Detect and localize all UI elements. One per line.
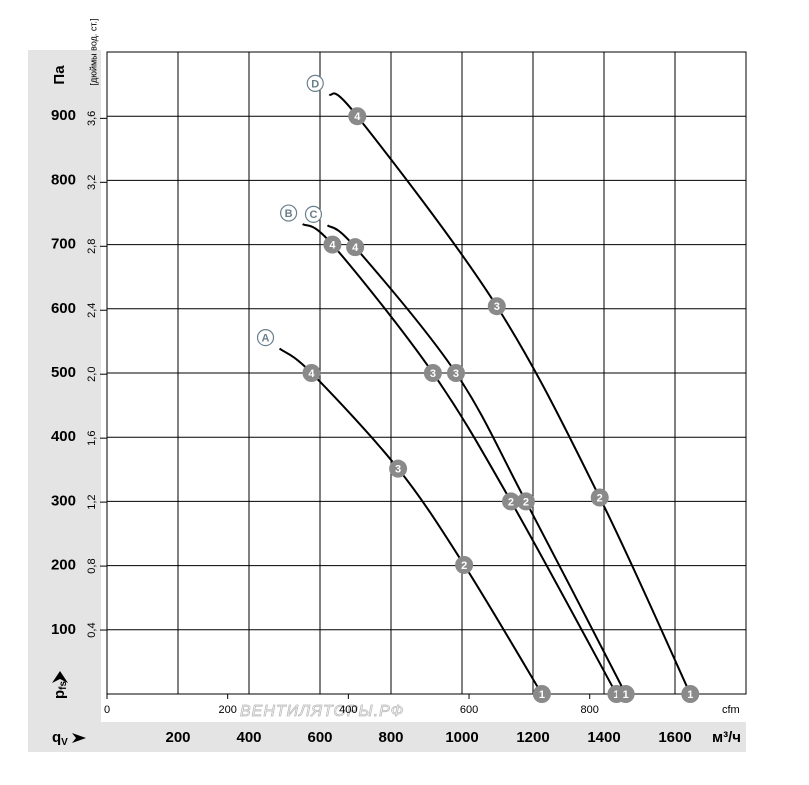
point-label: 1	[687, 689, 693, 701]
x-unit: м³/ч	[712, 729, 741, 746]
y-tick-label: 200	[51, 557, 76, 574]
x2-tick-label: 0	[104, 704, 110, 716]
point-label: 3	[494, 301, 500, 313]
point-label: 2	[508, 496, 514, 508]
operating-point	[532, 685, 551, 703]
y-tick-label: 300	[51, 492, 76, 509]
point-label: 2	[461, 560, 467, 572]
y-symbol: pfs	[51, 681, 69, 700]
y-tick-label: 900	[51, 107, 76, 124]
x-tick-label: 200	[165, 729, 190, 746]
y2-tick-label: 0,4	[86, 622, 98, 637]
y2-axis-label: [дюймы вод. ст.]	[88, 18, 98, 85]
x2-tick-label: 600	[460, 704, 478, 716]
series-label-circle	[280, 204, 298, 222]
bottom-band	[28, 722, 746, 752]
x-tick-label: 400	[236, 729, 261, 746]
left-band	[28, 50, 101, 750]
series-label: B	[280, 204, 298, 222]
point-label: 4	[308, 368, 315, 380]
x-tick-label: 1000	[445, 729, 478, 746]
series-name: B	[285, 208, 293, 220]
x-symbol: qV	[52, 729, 68, 748]
point-label: 4	[329, 240, 336, 252]
point-label: 4	[354, 111, 361, 123]
series-label: A	[256, 329, 275, 347]
operating-point	[348, 107, 367, 126]
series-label-circle	[306, 74, 324, 92]
watermark: ВЕНТИЛЯТОРЫ.РФ	[240, 703, 404, 720]
x2-tick-label: 400	[339, 704, 357, 716]
y-symbol-main: p	[51, 690, 68, 699]
x-tick-label: 600	[307, 729, 332, 746]
operating-point	[446, 364, 465, 382]
x-tick-label: 1600	[658, 729, 691, 746]
plot-border	[106, 51, 747, 695]
y2-tick-label: 2,8	[86, 239, 98, 254]
point-label: 1	[539, 689, 545, 701]
operating-point	[487, 297, 506, 316]
series-name: C	[309, 209, 317, 221]
point-label: 3	[453, 368, 459, 380]
operating-point	[302, 364, 321, 382]
x-symbol-main: q	[52, 729, 61, 746]
operating-point	[501, 492, 520, 511]
y-axis-label: Па	[51, 65, 68, 85]
operating-point	[616, 685, 635, 703]
series-label-circle	[256, 329, 275, 347]
y2-tick-label: 2,0	[86, 367, 98, 382]
x-arrow	[72, 733, 86, 743]
point-label: 3	[430, 368, 436, 380]
series-name: A	[262, 333, 270, 345]
y-symbol-sub: fs	[58, 681, 69, 690]
operating-point	[389, 459, 408, 478]
series-name: D	[311, 78, 319, 90]
y2-tick-label: 2,4	[86, 303, 98, 318]
point-label: 4	[352, 242, 359, 254]
x-tick-label: 1200	[516, 729, 549, 746]
point-label: 3	[395, 464, 401, 476]
x-tick-label: 1400	[587, 729, 620, 746]
x2-tick-label: 800	[581, 704, 599, 716]
point-label: 2	[523, 496, 529, 508]
x-tick-label: 800	[378, 729, 403, 746]
operating-point	[423, 364, 442, 382]
y2-tick-label: 1,6	[86, 431, 98, 446]
y2-tick-label: 3,6	[86, 111, 98, 126]
x2-unit: cfm	[722, 704, 740, 716]
series-label: C	[304, 205, 323, 223]
series-label-circle	[304, 205, 323, 223]
y-tick-label: 400	[51, 428, 76, 445]
operating-point	[455, 555, 474, 574]
operating-point	[681, 685, 700, 703]
point-label: 1	[613, 689, 619, 701]
y-arrow	[52, 671, 68, 683]
series-label: D	[306, 74, 324, 92]
y-tick-label: 700	[51, 236, 76, 253]
operating-point	[323, 235, 342, 254]
y2-tick-label: 1,2	[86, 494, 98, 509]
operating-point	[346, 238, 365, 257]
x2-tick-label: 200	[219, 704, 237, 716]
y-tick-label: 800	[51, 171, 76, 188]
y-tick-label: 500	[51, 364, 76, 381]
operating-point	[516, 492, 535, 511]
y2-tick-label: 0,8	[86, 558, 98, 573]
operating-point	[590, 488, 609, 507]
y2-tick-label: 3,2	[86, 175, 98, 190]
point-label: 1	[623, 689, 629, 701]
y-tick-label: 600	[51, 300, 76, 317]
x-symbol-sub: V	[61, 737, 68, 748]
y-tick-label: 100	[51, 621, 76, 638]
point-label: 2	[597, 492, 603, 504]
